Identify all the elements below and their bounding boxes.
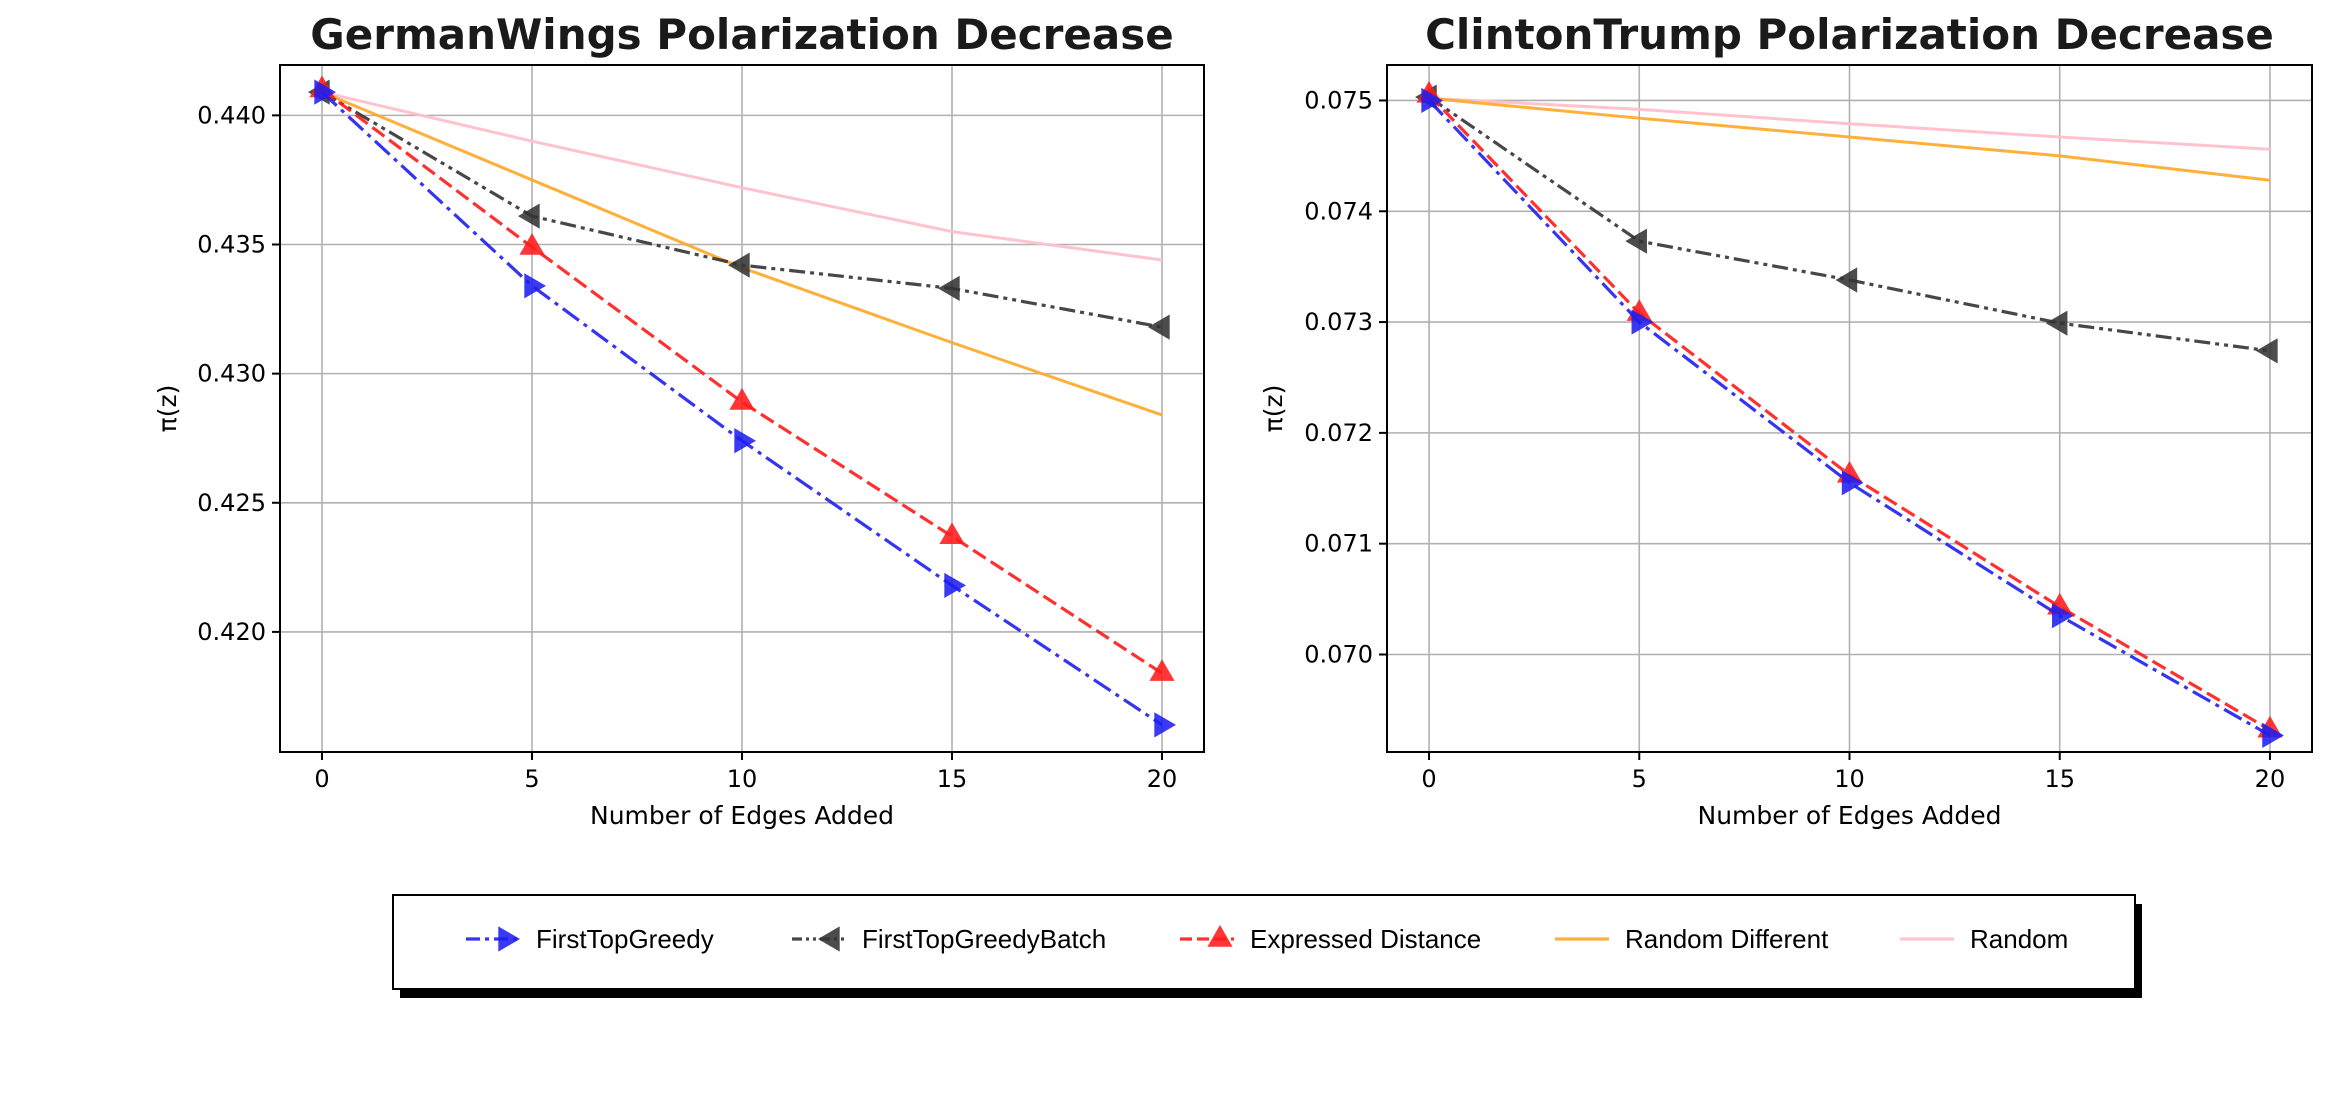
legend-entry-expressed-distance: Expressed Distance: [1180, 924, 1481, 954]
y-tick-label: 0.420: [197, 618, 266, 646]
data-point-expressed-distance: [729, 388, 755, 410]
legend-label: Expressed Distance: [1250, 924, 1481, 954]
legend-entry-random-different: Random Different: [1555, 924, 1829, 954]
x-tick-label: 10: [1834, 765, 1865, 793]
data-point-firsttopgreedybatch: [2045, 310, 2068, 336]
germanwings-chart: 0 5 10 15 20 0.420 0.425 0.430 0.435 0.440 German…: [153, 10, 1205, 830]
legend-entry-firsttopgreedybatch: FirstTopGreedyBatch: [792, 924, 1106, 954]
data-point-firsttopgreedybatch: [1625, 228, 1647, 254]
x-tick-label: 15: [937, 765, 968, 793]
series-line-random: [1428, 96, 2271, 151]
chart-title: ClintonTrump Polarization Decrease: [1425, 10, 2274, 59]
series-random: [1428, 96, 2271, 151]
data-point-firsttopgreedy: [2052, 603, 2074, 629]
series-line-random: [321, 90, 1163, 262]
y-tick-label: 0.072: [1304, 419, 1373, 447]
legend-marker: [1207, 925, 1233, 947]
legend-entry-random: Random: [1900, 924, 2068, 954]
series-line-expressed-distance: [321, 88, 1163, 675]
data-point-firsttopgreedybatch: [728, 252, 750, 278]
legend-label: FirstTopGreedy: [536, 924, 714, 954]
data-point-firsttopgreedybatch: [938, 275, 960, 302]
y-tick-label: 0.074: [1304, 197, 1373, 225]
y-tick-label: 0.073: [1304, 308, 1373, 336]
data-point-firsttopgreedy: [1421, 87, 1444, 114]
data-point-firsttopgreedy: [1631, 309, 1654, 335]
data-point-firsttopgreedy: [944, 572, 966, 599]
y-tick-label: 0.435: [197, 230, 266, 258]
data-point-firsttopgreedy: [524, 273, 546, 299]
series-random: [321, 90, 1163, 262]
y-tick-label: 0.071: [1304, 530, 1373, 558]
data-point-firsttopgreedy: [734, 428, 756, 454]
data-point-expressed-distance: [939, 522, 965, 545]
x-axis-label: Number of Edges Added: [1698, 801, 2002, 830]
legend-entries: FirstTopGreedy FirstTopGreedyBatch Express…: [466, 924, 2068, 954]
legend: FirstTopGreedy FirstTopGreedyBatch Express…: [392, 894, 2142, 998]
x-tick-label: 5: [524, 765, 539, 793]
data-point-firsttopgreedy: [1841, 470, 1864, 496]
y-tick-label: 0.440: [197, 101, 266, 129]
x-tick-label: 20: [2255, 765, 2286, 793]
legend-marker: [498, 926, 520, 952]
series-group: [308, 75, 1176, 738]
legend-label: FirstTopGreedyBatch: [862, 924, 1106, 954]
series-random-different: [1428, 96, 2271, 182]
x-tick-label: 15: [2044, 765, 2075, 793]
legend-entry-firsttopgreedy: FirstTopGreedy: [466, 924, 714, 954]
data-point-firsttopgreedybatch: [2255, 338, 2278, 364]
series-group: [1415, 80, 2284, 748]
y-tick-label: 0.070: [1304, 640, 1373, 668]
data-point-expressed-distance: [519, 233, 545, 255]
y-axis-label: π(z): [153, 385, 182, 433]
y-tick-label: 0.425: [197, 489, 266, 517]
x-axis-label: Number of Edges Added: [590, 801, 894, 830]
y-tick-label: 0.430: [197, 360, 266, 388]
data-point-firsttopgreedybatch: [1148, 314, 1170, 340]
legend-box: [392, 894, 2136, 990]
clintontrump-chart: 0 5 10 15 20 0.070 0.071 0.072 0.073 0.074 0.075 C…: [1259, 10, 2313, 830]
data-point-firsttopgreedy: [314, 79, 336, 105]
series-firsttopgreedy: [314, 79, 1176, 738]
series-firsttopgreedy: [1421, 87, 2284, 748]
x-tick-label: 0: [314, 765, 329, 793]
data-point-firsttopgreedy: [1154, 712, 1176, 738]
data-point-expressed-distance: [1149, 659, 1175, 681]
data-point-firsttopgreedybatch: [518, 203, 540, 229]
chart-title: GermanWings Polarization Decrease: [310, 10, 1173, 59]
legend-label: Random Different: [1625, 924, 1829, 954]
data-point-firsttopgreedybatch: [1835, 267, 1858, 293]
y-axis-label: π(z): [1259, 385, 1288, 433]
axis-ticks: 0 5 10 15 20 0.420 0.425 0.430 0.435 0.440: [197, 101, 1177, 793]
x-tick-label: 0: [1421, 765, 1436, 793]
series-line-random-different: [1428, 96, 2271, 182]
data-point-firsttopgreedy: [2262, 722, 2284, 748]
legend-label: Random: [1970, 924, 2068, 954]
y-tick-label: 0.075: [1304, 86, 1373, 114]
x-tick-label: 5: [1632, 765, 1647, 793]
axis-ticks: 0 5 10 15 20 0.070 0.071 0.072 0.073 0.074 0.075: [1304, 86, 2285, 793]
x-tick-label: 20: [1147, 765, 1178, 793]
x-tick-label: 10: [727, 765, 758, 793]
legend-marker: [818, 926, 840, 952]
